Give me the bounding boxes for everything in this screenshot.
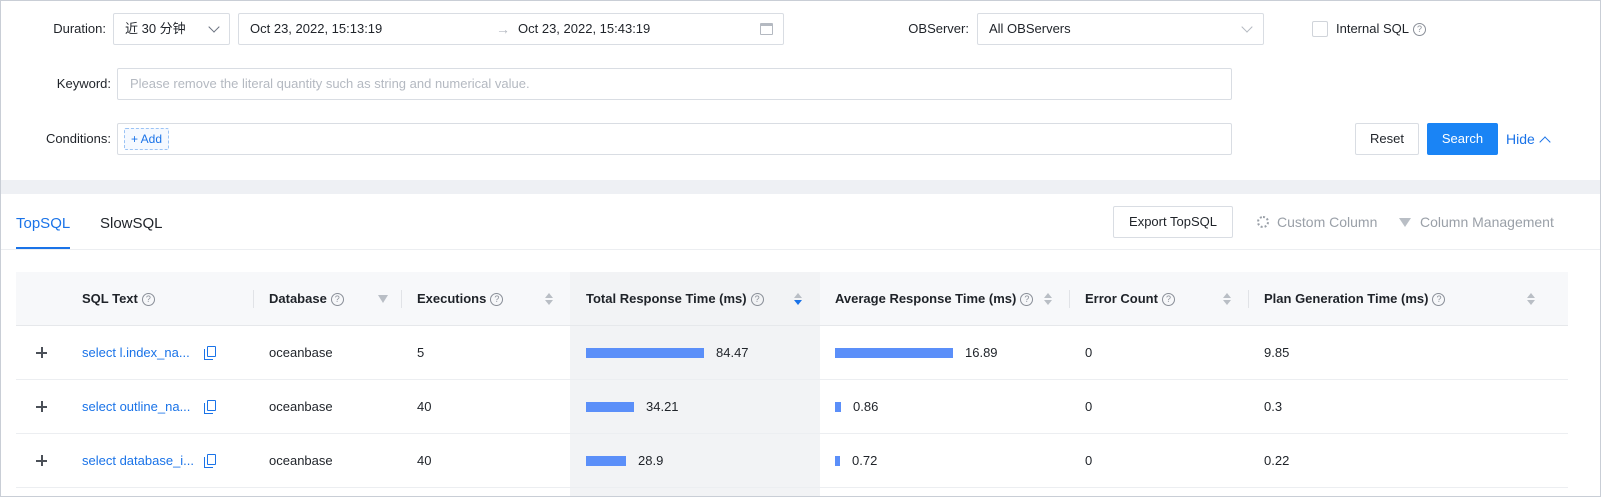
- reset-button[interactable]: Reset: [1355, 123, 1419, 155]
- executions-cell: 40: [417, 453, 432, 468]
- end-time-input[interactable]: Oct 23, 2022, 15:43:19: [518, 21, 651, 36]
- column-filter-icon[interactable]: [378, 295, 388, 303]
- copy-icon[interactable]: [204, 346, 217, 360]
- database-cell: oceanbase: [269, 453, 333, 468]
- help-icon: ?: [1413, 23, 1426, 37]
- column-header-error-count[interactable]: Error Count?: [1085, 272, 1175, 326]
- sql-text-link[interactable]: select outline_na...: [82, 399, 191, 414]
- conditions-field: + Add: [117, 123, 1232, 155]
- database-cell: oceanbase: [269, 399, 333, 414]
- column-header-plan-generation-time[interactable]: Plan Generation Time (ms)?: [1264, 272, 1446, 326]
- duration-value: 近 30 分钟: [125, 21, 186, 36]
- expand-row-icon[interactable]: [36, 347, 48, 359]
- conditions-label: Conditions:: [45, 131, 111, 146]
- sort-icon[interactable]: [1044, 293, 1052, 305]
- sql-text-link[interactable]: select l.index_na...: [82, 345, 190, 360]
- sort-descending-icon[interactable]: [794, 293, 802, 305]
- error-count-cell: 0: [1085, 399, 1093, 414]
- help-icon: ?: [750, 293, 764, 307]
- chevron-down-icon: [1241, 21, 1253, 33]
- filter-panel: Duration: 近 30 分钟 Oct 23, 2022, 15:13:19…: [1, 1, 1600, 181]
- copy-icon[interactable]: [204, 454, 217, 468]
- error-count-cell: 0: [1085, 345, 1093, 360]
- executions-cell: 40: [417, 399, 432, 414]
- chevron-up-icon: [1539, 136, 1551, 148]
- internal-sql-checkbox[interactable]: [1312, 21, 1328, 37]
- duration-select[interactable]: 近 30 分钟: [113, 13, 230, 45]
- plan-generation-time-cell: 0.22: [1264, 453, 1290, 468]
- range-arrow-icon: →: [496, 21, 510, 37]
- column-header-sql-text: SQL Text?: [82, 272, 155, 326]
- plan-generation-time-cell: 9.85: [1264, 345, 1290, 360]
- total-response-time-value: 84.47: [716, 345, 749, 360]
- search-button[interactable]: Search: [1427, 123, 1498, 155]
- add-condition-button[interactable]: + Add: [124, 128, 170, 150]
- column-divider: [1248, 290, 1249, 308]
- internal-sql-label: Internal SQL?: [1336, 19, 1426, 39]
- total-response-time-bar: [586, 348, 704, 358]
- table-row: select database_i... oceanbase 40 28.9 0…: [16, 434, 1568, 488]
- table-header-overlay: Total Response Time (ms)? Average Respon…: [16, 272, 1568, 326]
- expand-row-icon[interactable]: [36, 455, 48, 467]
- help-icon: ?: [330, 293, 344, 307]
- help-icon: ?: [1432, 293, 1446, 307]
- average-response-time-value: 0.86: [853, 399, 879, 414]
- help-icon: ?: [1161, 293, 1175, 307]
- duration-label: Duration:: [53, 21, 106, 36]
- average-response-time-bar: [835, 402, 841, 412]
- export-topsql-button[interactable]: Export TopSQL: [1113, 206, 1233, 238]
- hide-filters-link[interactable]: Hide: [1506, 129, 1551, 149]
- error-count-cell: 0: [1085, 453, 1093, 468]
- gear-icon: [1257, 216, 1269, 228]
- executions-cell: 5: [417, 345, 425, 360]
- average-response-time-value: 0.72: [852, 453, 878, 468]
- total-response-time-bar: [586, 456, 626, 466]
- observer-select[interactable]: All OBServers: [977, 13, 1264, 45]
- start-time-input[interactable]: Oct 23, 2022, 15:13:19: [250, 21, 383, 36]
- plan-generation-time-cell: 0.3: [1264, 399, 1283, 414]
- column-divider: [1069, 290, 1070, 308]
- average-response-time-value: 16.89: [965, 345, 998, 360]
- tab-bar: TopSQL SlowSQL Export TopSQL Custom Colu…: [1, 194, 1600, 250]
- database-cell: oceanbase: [269, 345, 333, 360]
- chevron-down-icon: [208, 21, 220, 33]
- sort-icon[interactable]: [1527, 293, 1535, 305]
- table-row: select l.index_na... oceanbase 5 84.47 1…: [16, 326, 1568, 380]
- total-response-time-value: 28.9: [638, 453, 664, 468]
- copy-icon[interactable]: [204, 400, 217, 414]
- help-icon: ?: [490, 293, 504, 307]
- column-divider: [401, 290, 402, 308]
- expand-row-icon[interactable]: [36, 401, 48, 413]
- tab-topsql[interactable]: TopSQL: [16, 215, 71, 232]
- calendar-icon: [760, 23, 773, 35]
- keyword-input[interactable]: Please remove the literal quantity such …: [117, 68, 1232, 100]
- keyword-label: Keyword:: [56, 76, 111, 91]
- observer-label: OBServer:: [908, 21, 969, 36]
- column-management-button[interactable]: Column Management: [1399, 214, 1554, 230]
- active-tab-indicator: [16, 247, 70, 249]
- help-icon: ?: [1020, 293, 1034, 307]
- table-row: select outline_na... oceanbase 40 34.21 …: [16, 380, 1568, 434]
- average-response-time-bar: [835, 456, 840, 466]
- help-icon: ?: [141, 293, 155, 307]
- filter-icon: [1399, 218, 1411, 227]
- column-divider: [253, 290, 254, 308]
- section-divider: [1, 180, 1600, 194]
- sort-icon[interactable]: [1223, 293, 1231, 305]
- column-header-database: Database?: [269, 272, 344, 326]
- sql-text-link[interactable]: select database_i...: [82, 453, 195, 468]
- sort-icon[interactable]: [545, 293, 553, 305]
- observer-value: All OBServers: [989, 21, 1071, 36]
- column-header-total-response-time[interactable]: Total Response Time (ms)?: [586, 272, 764, 326]
- column-header-executions[interactable]: Executions?: [417, 272, 504, 326]
- total-response-time-value: 34.21: [646, 399, 679, 414]
- column-header-average-response-time[interactable]: Average Response Time (ms)?: [835, 272, 1034, 326]
- keyword-placeholder: Please remove the literal quantity such …: [130, 76, 530, 91]
- tab-slowsql[interactable]: SlowSQL: [100, 215, 163, 232]
- average-response-time-bar: [835, 348, 953, 358]
- total-response-time-bar: [586, 402, 634, 412]
- date-range-picker[interactable]: Oct 23, 2022, 15:13:19 → Oct 23, 2022, 1…: [238, 13, 784, 45]
- custom-column-button[interactable]: Custom Column: [1257, 214, 1377, 230]
